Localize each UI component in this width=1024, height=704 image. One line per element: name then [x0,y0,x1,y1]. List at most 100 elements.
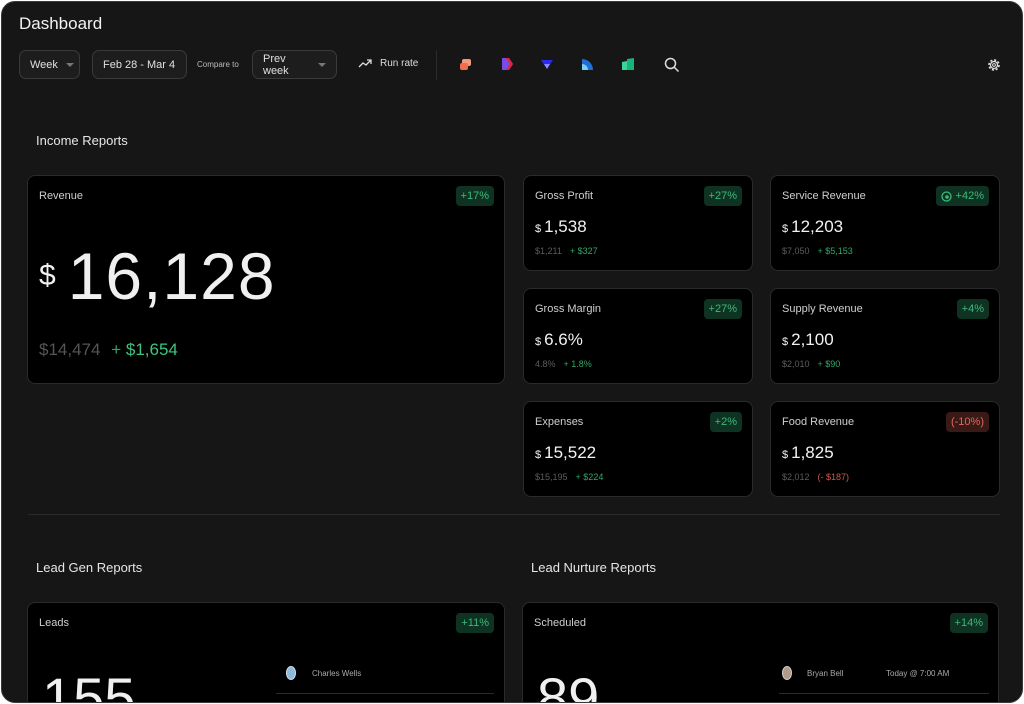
card-amount: 15,522 [544,443,597,462]
toolbar-divider [436,50,437,80]
period-value: Week [30,58,58,71]
card-comparison: $2,010 + $90 [782,359,840,369]
revenue-label: Revenue [39,190,84,202]
card-value: $1,825 [782,443,834,463]
card-amount: 1,538 [544,217,587,236]
currency-symbol: $ [782,223,789,235]
currency-symbol: $ [782,449,789,461]
revenue-previous: $14,474 [39,340,101,359]
gross-profit-card[interactable]: Gross Profit +27% $1,538 $1,211 + $327 [523,175,753,271]
badge-text: +27% [708,303,737,315]
badge-text: +42% [955,190,984,202]
currency-symbol: $ [782,336,789,348]
card-label: Expenses [535,416,584,428]
card-label: Food Revenue [782,416,855,428]
service-revenue-card[interactable]: Service Revenue +42% $12,203 $7,050 + $5,… [770,175,1000,271]
card-comparison: $15,195 + $224 [535,472,603,482]
date-range-value: Feb 28 - Mar 4 [103,58,176,71]
card-value: $12,203 [782,217,843,237]
card-comparison: $2,012 (- $187) [782,472,849,482]
revenue-amount: 16,128 [67,239,276,313]
compare-select[interactable]: Prev week [252,50,337,79]
card-amount: 2,100 [791,330,834,349]
revenue-delta: $1,654 [125,340,178,359]
revenue-change-badge: +17% [455,186,494,206]
delta-value: + 1.8% [563,359,592,369]
avatar [286,666,296,680]
card-value: $15,522 [535,443,596,463]
change-badge: (-10%) [945,412,989,432]
chevron-down-icon [65,62,74,67]
run-rate-label: Run rate [380,58,419,69]
app-blue-quarter-icon[interactable] [580,57,594,71]
date-range-button[interactable]: Feb 28 - Mar 4 [92,50,187,79]
revenue-card[interactable]: Revenue +17% $ 16,128 $14,474 + $1,654 [27,175,505,384]
previous-value: $1,211 [535,246,562,256]
scheduled-change-badge: +14% [949,613,988,633]
income-reports-title: Income Reports [36,133,128,148]
badge-text: +27% [708,190,737,202]
row-divider [276,693,494,694]
gross-margin-card[interactable]: Gross Margin +27% $6.6% 4.8% + 1.8% [523,288,753,384]
scheduled-card[interactable]: Scheduled +14% 89 Bryan Bell Today @ 7:0… [522,602,999,703]
compare-value: Prev week [263,52,289,77]
delta-value: + $5,153 [817,246,853,256]
change-badge: +27% [703,186,742,206]
badge-text: +2% [714,416,737,428]
change-badge: +2% [709,412,742,432]
currency-symbol: $ [535,336,542,348]
leads-change-badge: +11% [456,613,494,633]
currency-symbol: $ [39,259,56,292]
leads-card[interactable]: Leads +11% 155 Charles Wells [27,602,505,703]
page-title: Dashboard [19,14,103,33]
lead-gen-title: Lead Gen Reports [36,560,143,575]
card-value: $2,100 [782,330,834,350]
previous-value: $7,050 [782,246,810,256]
app-green-icon[interactable] [621,57,635,71]
change-badge: +4% [956,299,989,319]
badge-text: (-10%) [950,416,984,428]
change-badge: +42% [935,186,989,206]
app-blue-funnel-icon[interactable] [540,57,554,71]
card-amount: 12,203 [791,217,844,236]
previous-value: 4.8% [535,359,556,369]
rocket-icon [940,190,952,202]
scheduled-label: Scheduled [534,617,586,629]
lead-person-name: Charles Wells [312,669,362,678]
card-label: Service Revenue [782,190,866,202]
currency-symbol: $ [535,223,542,235]
leads-label: Leads [39,617,69,629]
change-badge: +27% [703,299,742,319]
previous-value: $2,010 [782,359,810,369]
row-divider [779,693,989,694]
period-select[interactable]: Week [19,50,80,79]
app-orange-icon[interactable] [459,57,473,71]
supply-revenue-card[interactable]: Supply Revenue +4% $2,100 $2,010 + $90 [770,288,1000,384]
run-rate-button[interactable]: Run rate [358,58,418,69]
scheduled-time: Today @ 7:00 AM [886,669,950,678]
trend-up-icon [358,58,372,67]
previous-value: $2,012 [782,472,810,482]
scheduled-person-name: Bryan Bell [807,669,844,678]
card-label: Gross Margin [535,303,602,315]
gear-icon[interactable] [986,57,1002,73]
card-amount: 6.6% [544,330,583,349]
section-divider [28,514,1000,515]
card-label: Gross Profit [535,190,594,202]
chevron-down-icon [318,62,326,67]
delta-value: + $90 [817,359,841,369]
delta-value: + $327 [569,246,598,256]
scheduled-value: 89 [537,666,600,703]
search-icon[interactable] [664,57,680,73]
card-comparison: 4.8% + 1.8% [535,359,592,369]
leads-value: 155 [42,666,136,703]
app-purple-arrow-icon[interactable] [500,57,514,71]
revenue-value: $ 16,128 [39,238,276,314]
avatar [782,666,792,680]
card-comparison: $1,211 + $327 [535,246,598,256]
expenses-card[interactable]: Expenses +2% $15,522 $15,195 + $224 [523,401,753,497]
currency-symbol: $ [535,449,542,461]
food-revenue-card[interactable]: Food Revenue (-10%) $1,825 $2,012 (- $187… [770,401,1000,497]
card-label: Supply Revenue [782,303,863,315]
